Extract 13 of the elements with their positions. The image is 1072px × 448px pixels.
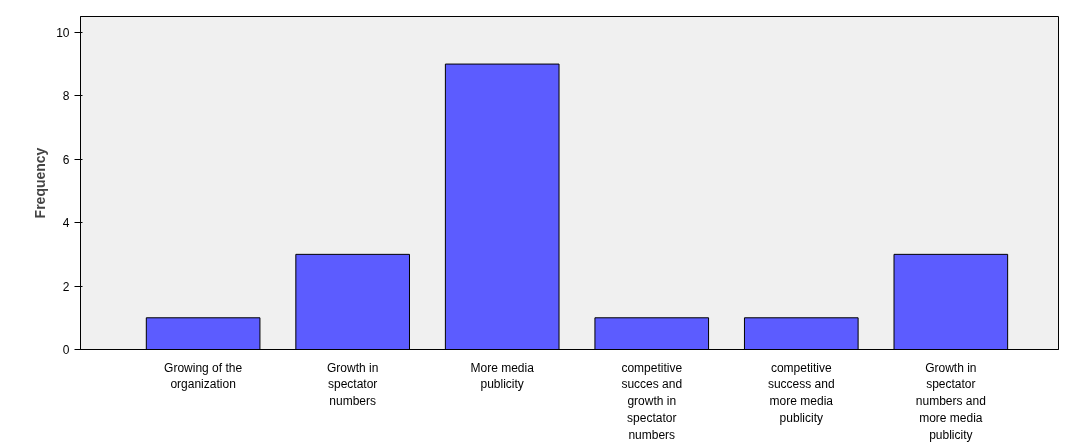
x-tick-label: Growth in spectator numbers — [326, 360, 379, 409]
y-tick-label: 4 — [62, 216, 70, 231]
y-tick-label: 0 — [62, 343, 70, 357]
y-tick-label: 6 — [62, 152, 70, 167]
y-tick-label: 8 — [62, 89, 70, 104]
x-tick-label: More media publicity — [470, 360, 535, 392]
y-tick-label: 10 — [56, 25, 70, 40]
x-tick-label: competitive success and more media publicity — [767, 360, 835, 425]
x-tick-label: Growth in spectator numbers and more media publicity — [915, 360, 986, 442]
x-tick-label: Growing of the organization — [164, 360, 243, 392]
y-tick-label: 2 — [62, 279, 70, 294]
x-tick-label: competitive succes and growth in spectator numbers — [621, 360, 683, 442]
y-axis-title: Frequency — [32, 147, 49, 219]
